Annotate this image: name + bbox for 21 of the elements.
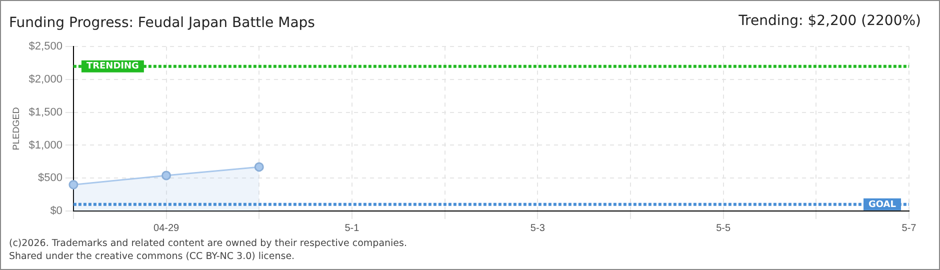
- y-tick-label: $1,000: [28, 139, 62, 152]
- chart-title: Funding Progress: Feudal Japan Battle Maps: [9, 15, 315, 31]
- x-tick-label: 5-3: [530, 222, 546, 234]
- point: [162, 170, 172, 180]
- point: [68, 180, 78, 190]
- text: Shared under the creative commons (CC BY-NC 3.0) license.: [9, 250, 296, 263]
- ref-line-label: TRENDING: [86, 62, 139, 72]
- x-tick-label: 5-5: [716, 222, 731, 234]
- y-tick-label: $500: [38, 172, 62, 184]
- text: (c)2026. Trademarks and related content are owned by their respective companies.: [9, 237, 407, 250]
- x-tick-label: 04-29: [153, 222, 180, 234]
- y-tick-label: $2,500: [28, 40, 62, 53]
- x-tick-label: 5-7: [902, 222, 917, 234]
- y-axis-title: PLEDGED: [10, 106, 21, 150]
- chart-subtitle: Trending: $2,200 (2200%): [738, 13, 921, 29]
- y-tick-label: $1,500: [28, 106, 62, 118]
- ref-line-label: GOAL: [868, 200, 896, 210]
- y-tick-label: $2,000: [28, 74, 62, 86]
- y-tick-label: $0: [50, 205, 62, 218]
- x-tick-label: 5-1: [344, 222, 360, 234]
- point: [254, 162, 264, 172]
